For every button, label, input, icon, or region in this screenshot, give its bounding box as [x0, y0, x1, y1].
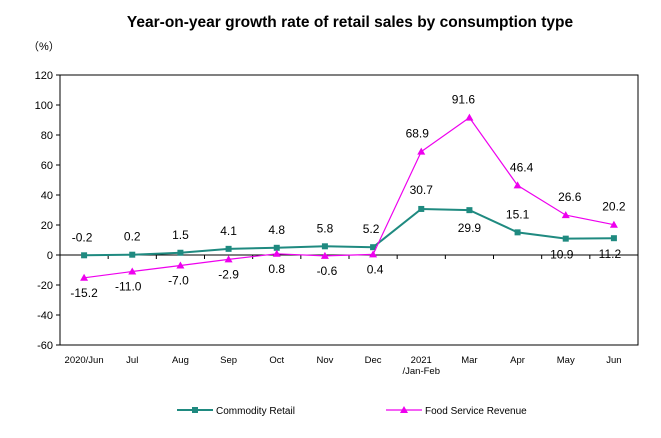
y-tick-label: -20 [37, 280, 53, 292]
y-tick-label: -40 [37, 310, 53, 322]
data-label: 5.2 [363, 222, 380, 236]
data-point [80, 273, 89, 281]
data-label: 91.6 [452, 93, 476, 107]
data-label: -0.2 [72, 230, 93, 244]
data-label: 68.9 [406, 127, 430, 141]
x-tick-label: 2021 [411, 355, 432, 366]
x-tick-label: Dec [365, 355, 382, 366]
data-label: 15.1 [506, 207, 530, 221]
y-tick-label: 80 [41, 130, 53, 142]
data-label: -11.0 [115, 280, 142, 294]
data-point [225, 245, 232, 252]
y-tick-label: 20 [41, 220, 53, 232]
x-tick-label: Nov [316, 355, 333, 366]
data-label: -0.6 [317, 264, 338, 278]
plot-area [59, 74, 639, 346]
x-tick-label: Oct [269, 355, 284, 366]
data-point [320, 251, 329, 259]
data-point [129, 251, 136, 258]
x-tick-label: Aug [172, 355, 189, 366]
data-point [224, 255, 233, 263]
data-point [417, 147, 426, 155]
x-tick-label: /Jan-Feb [403, 366, 441, 377]
data-label: 0.2 [124, 230, 141, 244]
data-label: -7.0 [168, 274, 189, 288]
x-tick-label: Jul [126, 355, 138, 366]
x-tick-label: Jun [606, 355, 621, 366]
data-point [466, 207, 473, 214]
data-point [321, 243, 328, 250]
legend-label: Commodity Retail [216, 406, 295, 417]
chart-title: Year-on-year growth rate of retail sales… [127, 14, 574, 31]
x-tick-label: 2020/Jun [65, 355, 104, 366]
series-line [84, 116, 615, 279]
data-point [418, 205, 425, 212]
data-label: 11.2 [599, 247, 622, 261]
y-axis-unit: （%） [28, 40, 60, 53]
data-label: 29.9 [458, 221, 482, 235]
data-point [81, 252, 88, 259]
y-tick-label: 60 [41, 160, 53, 172]
legend-marker [192, 407, 198, 413]
data-label: 1.5 [172, 228, 189, 242]
data-point [562, 235, 569, 242]
x-tick-label: Sep [220, 355, 237, 366]
data-point [465, 113, 474, 121]
data-point [273, 244, 280, 251]
data-point [561, 211, 570, 219]
data-label: 46.4 [510, 160, 534, 174]
x-tick-label: May [557, 355, 575, 366]
data-label: 10.9 [550, 248, 574, 262]
data-point [514, 229, 521, 236]
data-point [128, 267, 137, 275]
data-label: 4.8 [268, 223, 285, 237]
data-point [369, 250, 378, 258]
y-tick-label: 40 [41, 190, 53, 202]
y-tick-label: 100 [35, 100, 53, 112]
data-point [272, 249, 281, 257]
data-label: -15.2 [70, 286, 98, 300]
data-point [177, 249, 184, 256]
x-tick-label: Apr [510, 355, 525, 366]
data-point [513, 181, 522, 189]
data-label: 20.2 [602, 200, 626, 214]
data-label: 0.8 [268, 262, 285, 276]
data-label: 0.4 [367, 262, 384, 276]
data-point [610, 235, 617, 242]
data-label: 30.7 [410, 183, 434, 197]
data-point [370, 244, 377, 251]
data-label: -2.9 [218, 267, 239, 281]
data-label: 4.1 [220, 224, 237, 238]
data-point [609, 220, 618, 228]
legend-marker [400, 406, 408, 413]
legend-label: Food Service Revenue [425, 406, 527, 417]
data-point [176, 261, 185, 269]
x-tick-label: Mar [461, 355, 477, 366]
data-label: 26.6 [558, 190, 582, 204]
data-label: 5.8 [317, 221, 334, 235]
y-tick-label: 0 [47, 250, 53, 262]
series-line [84, 207, 614, 257]
y-tick-label: -60 [37, 340, 53, 352]
y-tick-label: 120 [35, 70, 53, 82]
